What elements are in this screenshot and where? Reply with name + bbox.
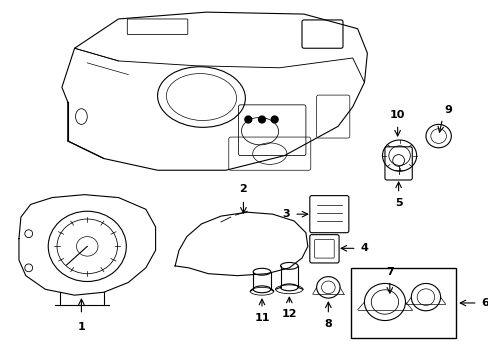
Text: 10: 10 (389, 111, 405, 121)
Text: 1: 1 (78, 321, 85, 332)
Bar (350, 268, 455, 338)
Text: 9: 9 (444, 105, 451, 114)
Text: 4: 4 (360, 243, 367, 253)
Text: 6: 6 (481, 298, 488, 308)
Text: 7: 7 (385, 267, 393, 276)
Circle shape (258, 116, 265, 123)
Text: 12: 12 (281, 309, 296, 319)
Text: 2: 2 (239, 184, 247, 194)
Text: 11: 11 (254, 313, 269, 323)
Text: 5: 5 (394, 198, 402, 208)
Circle shape (271, 116, 278, 123)
Text: 8: 8 (324, 319, 331, 329)
Circle shape (244, 116, 251, 123)
Text: 3: 3 (282, 209, 290, 219)
